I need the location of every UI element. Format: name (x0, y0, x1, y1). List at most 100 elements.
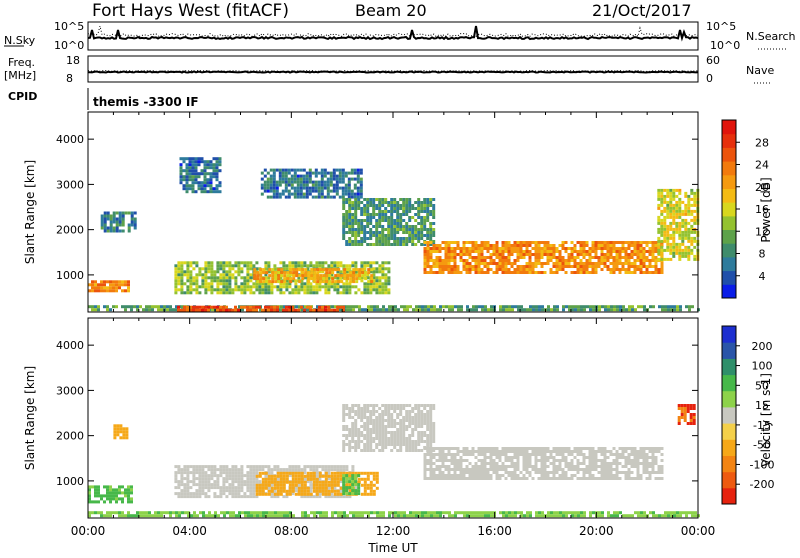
heatmap-cell (216, 190, 219, 193)
heatmap-cell (337, 493, 340, 496)
heatmap-cell (327, 193, 330, 196)
heatmap-cell (300, 193, 303, 196)
heatmap-cell (508, 450, 511, 453)
heatmap-cell (360, 425, 363, 428)
heatmap-cell (306, 187, 309, 190)
heatmap-cell (252, 264, 255, 267)
heatmap-cell (562, 471, 565, 474)
heatmap-cell (565, 250, 568, 253)
heatmap-cell (481, 465, 484, 468)
heatmap-cell (541, 253, 544, 256)
heatmap-cell (396, 237, 399, 240)
heatmap-cell (280, 274, 283, 277)
heatmap-cell (508, 465, 511, 468)
heatmap-cell (378, 279, 381, 282)
heatmap-cell (285, 306, 288, 309)
heatmap-cell (616, 262, 619, 265)
heatmap-cell (103, 494, 106, 497)
heatmap-cell (598, 459, 601, 462)
heatmap-cell (541, 468, 544, 471)
heatmap-cell (426, 410, 429, 413)
heatmap-cell (535, 459, 538, 462)
heatmap-cell (348, 410, 351, 413)
heatmap-cell (273, 306, 276, 309)
heatmap-cell (348, 434, 351, 437)
heatmap-cell (673, 308, 676, 311)
heatmap-cell (396, 213, 399, 216)
heatmap-cell (604, 465, 607, 468)
heatmap-cell (448, 477, 451, 480)
heatmap-cell (130, 305, 133, 308)
heatmap-cell (675, 204, 678, 207)
heatmap-cell (264, 288, 267, 291)
heatmap-cell (354, 216, 357, 219)
heatmap-cell (363, 228, 366, 231)
heatmap-cell (487, 477, 490, 480)
heatmap-cell (384, 428, 387, 431)
heatmap-cell (134, 224, 137, 227)
heatmap-cell (169, 308, 172, 311)
heatmap-cell (580, 271, 583, 274)
heatmap-cell (448, 265, 451, 268)
heatmap-cell (315, 169, 318, 172)
heatmap-cell (186, 474, 189, 477)
heatmap-cell (538, 305, 541, 308)
heatmap-cell (487, 256, 490, 259)
heatmap-cell (351, 431, 354, 434)
heatmap-cell (337, 472, 340, 475)
heatmap-cell (216, 157, 219, 160)
heatmap-cell (681, 231, 684, 234)
heatmap-cell (237, 264, 240, 267)
heatmap-cell (312, 190, 315, 193)
heatmap-cell (607, 256, 610, 259)
heatmap-cell (526, 456, 529, 459)
heatmap-cell (312, 468, 315, 471)
heatmap-cell (363, 434, 366, 437)
heatmap-cell (397, 308, 400, 311)
heatmap-cell (213, 175, 216, 178)
heatmap-cell (402, 231, 405, 234)
heatmap-cell (364, 308, 367, 311)
heatmap-cell (177, 480, 180, 483)
heatmap-cell (324, 468, 327, 471)
heatmap-cell (297, 285, 300, 288)
heatmap-cell (115, 286, 118, 289)
heatmap-cell (619, 247, 622, 250)
heatmap-cell (207, 480, 210, 483)
heatmap-cell (396, 231, 399, 234)
heatmap-cell (357, 187, 360, 190)
heatmap-cell (279, 291, 282, 294)
heatmap-cell (249, 483, 252, 486)
heatmap-cell (378, 198, 381, 201)
heatmap-cell (375, 261, 378, 264)
heatmap-cell (234, 477, 237, 480)
heatmap-cell (511, 305, 514, 308)
heatmap-cell (426, 231, 429, 234)
heatmap-cell (306, 196, 309, 199)
heatmap-cell (273, 196, 276, 199)
heatmap-cell (610, 271, 613, 274)
heatmap-cell (330, 184, 333, 187)
heatmap-cell (631, 271, 634, 274)
heatmap-cell (672, 213, 675, 216)
heatmap-cell (568, 262, 571, 265)
heatmap-cell (267, 306, 270, 309)
heatmap-cell (445, 305, 448, 308)
heatmap-cell (300, 285, 303, 288)
heatmap-cell (292, 475, 295, 478)
heatmap-cell (442, 462, 445, 465)
heatmap-cell (505, 453, 508, 456)
heatmap-cell (345, 175, 348, 178)
heatmap-cell (351, 492, 354, 495)
heatmap-cell (259, 490, 262, 493)
heatmap-cell (580, 453, 583, 456)
heatmap-cell (355, 280, 358, 283)
heatmap-cell (361, 274, 364, 277)
heatmap-cell (237, 474, 240, 477)
heatmap-cell (255, 468, 258, 471)
heatmap-cell (411, 449, 414, 452)
heatmap-cell (195, 157, 198, 160)
heatmap-cell (363, 219, 366, 222)
heatmap-cell (517, 459, 520, 462)
heatmap-cell (280, 493, 283, 496)
